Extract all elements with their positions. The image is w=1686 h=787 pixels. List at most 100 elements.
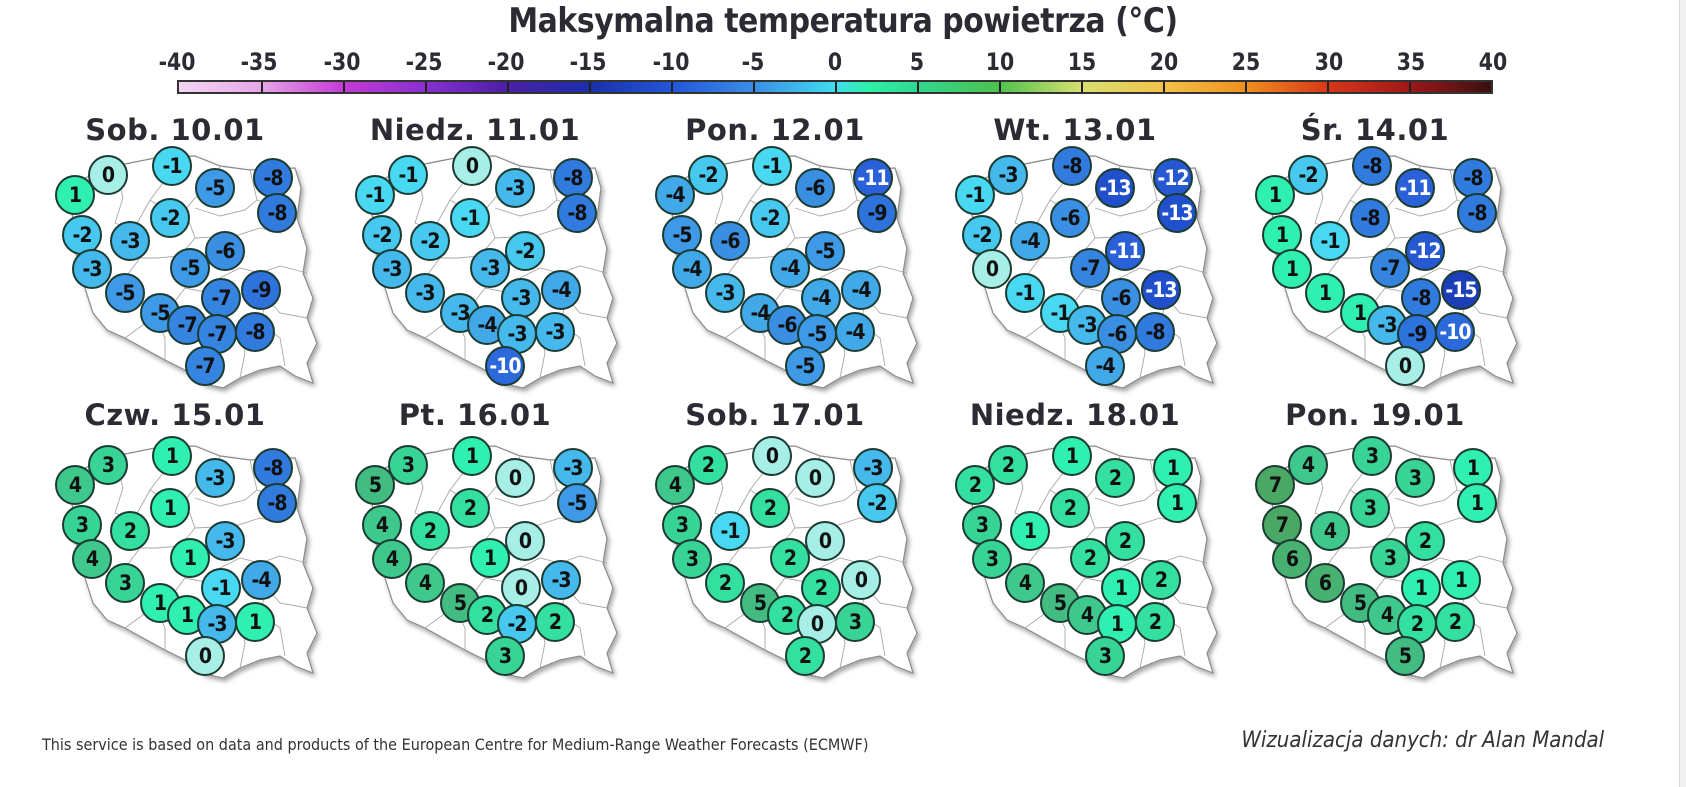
temperature-bubble: -8 (553, 158, 593, 198)
colorbar-tick-mark (1327, 82, 1329, 92)
colorbar-tick-label: 10 (985, 48, 1014, 76)
colorbar-tick-mark (671, 82, 673, 92)
temperature-bubble: 2 (1050, 488, 1090, 528)
temperature-bubble: -4 (541, 270, 581, 310)
temperature-bubble: -13 (1141, 270, 1181, 310)
temperature-bubble: 2 (450, 488, 490, 528)
temperature-bubble: -3 (205, 521, 245, 561)
temperature-bubble: 3 (962, 505, 1002, 545)
temperature-bubble: -3 (195, 458, 235, 498)
temperature-bubble: 4 (72, 539, 112, 579)
temperature-bubble: -3 (495, 168, 535, 208)
temperature-bubble: -4 (672, 249, 712, 289)
panel-date-title: Pon. 19.01 (1285, 398, 1465, 432)
temperature-bubble: 1 (1052, 436, 1092, 476)
temperature-bubble: -5 (805, 231, 845, 271)
colorbar-tick-label: -15 (569, 48, 607, 76)
temperature-bubble: -3 (535, 312, 575, 352)
temperature-bubble: 7 (1262, 505, 1302, 545)
temperature-bubble: 4 (1288, 445, 1328, 485)
panel-date-title: Pt. 16.01 (398, 398, 552, 432)
temperature-bubble: -4 (841, 270, 881, 310)
temperature-bubble: -8 (1350, 198, 1390, 238)
temperature-bubble: 3 (1085, 636, 1125, 676)
temperature-bubble: -8 (253, 448, 293, 488)
temperature-bubble: -7 (1070, 248, 1110, 288)
temperature-bubble: -8 (557, 193, 597, 233)
temperature-bubble: -1 (752, 146, 792, 186)
temperature-bubble: -11 (1395, 168, 1435, 208)
forecast-panel: Pt. 16.01 5 3 1 0 -3 -5 4 2 2 0 1 4 4 5 2 0 -3 -2 2 3 (345, 398, 645, 693)
temperature-bubble: 2 (801, 568, 841, 608)
temperature-bubble: 0 (972, 249, 1012, 289)
temperature-bubble: -6 (1101, 278, 1141, 318)
temperature-bubble: -5 (557, 483, 597, 523)
colorbar-tick-label: 30 (1314, 48, 1343, 76)
temperature-bubble: -3 (72, 249, 112, 289)
colorbar-tick-label: 20 (1149, 48, 1179, 76)
temperature-bubble: 3 (105, 563, 145, 603)
temperature-bubble: -8 (1401, 278, 1441, 318)
temperature-bubble: 2 (770, 538, 810, 578)
temperature-bubble: -3 (372, 249, 412, 289)
temperature-bubble: -4 (835, 312, 875, 352)
temperature-bubble: 3 (1370, 538, 1410, 578)
temperature-bubble: 1 (170, 538, 210, 578)
colorbar-tick-labels: -40 -35 -30 -25 -20 -15 -10 -5 0 5 10 15 20 25 30 35 40 (158, 48, 1510, 78)
temperature-bubble: -5 (170, 248, 210, 288)
temperature-bubble: -6 (795, 168, 835, 208)
temperature-bubble: -2 (505, 231, 545, 271)
colorbar-tick-mark (261, 82, 263, 92)
temperature-bubble: -10 (1435, 312, 1475, 352)
temperature-bubble: 3 (485, 636, 525, 676)
temperature-bubble: -2 (750, 198, 790, 238)
poland-map: 4 2 0 0 -3 -2 3 -1 2 0 2 3 2 5 2 2 0 0 3 2 (645, 428, 945, 723)
temperature-bubble: 2 (1435, 602, 1475, 642)
temperature-bubble: 6 (1305, 563, 1345, 603)
temperature-bubble: -7 (1370, 248, 1410, 288)
temperature-bubble: 2 (988, 445, 1028, 485)
temperature-bubble: 2 (705, 563, 745, 603)
temperature-bubble: 0 (841, 560, 881, 600)
panel-date-title: Niedz. 18.01 (969, 398, 1181, 432)
temperature-bubble: 1 (1262, 215, 1302, 255)
temperature-bubble: -3 (541, 560, 581, 600)
temperature-bubble: 4 (362, 505, 402, 545)
temperature-bubble: -4 (1010, 221, 1050, 261)
poland-map: -1 -1 0 -3 -8 -8 -2 -2 -1 -2 -3 -3 -3 -3 -4 -3 -4 -3 -3 -10 (345, 138, 645, 433)
colorbar-tick-label: -25 (405, 48, 443, 76)
colorbar-tick-label: 0 (827, 48, 843, 76)
temperature-bubble: -1 (355, 175, 395, 215)
temperature-bubble: -13 (1095, 168, 1135, 208)
panel-date-title: Sob. 17.01 (685, 398, 865, 432)
temperature-bubble: 1 (1153, 448, 1193, 488)
panel-date-title: Czw. 15.01 (84, 398, 266, 432)
temperature-bubble: -3 (110, 221, 150, 261)
temperature-bubble: 1 (1401, 568, 1441, 608)
temperature-bubble: -8 (257, 193, 297, 233)
temperature-bubble: -1 (152, 146, 192, 186)
temperature-bubble: -15 (1441, 270, 1481, 310)
temperature-bubble: 0 (495, 458, 535, 498)
temperature-bubble: 0 (501, 568, 541, 608)
temperature-bubble: -10 (485, 346, 525, 386)
temperature-bubble: 3 (672, 539, 712, 579)
temperature-bubble: 3 (1350, 488, 1390, 528)
temperature-bubble: 0 (752, 436, 792, 476)
colorbar-tick-mark (507, 82, 509, 92)
temperature-bubble: 1 (1453, 448, 1493, 488)
poland-map: 4 3 1 -3 -8 -8 3 2 1 -3 1 4 3 1 1 -1 -4 -3 1 0 (45, 428, 345, 723)
colorbar-tick-mark (343, 82, 345, 92)
temperature-bubble: -1 (1310, 221, 1350, 261)
colorbar-tick-label: 40 (1478, 48, 1508, 76)
temperature-bubble: -12 (1405, 231, 1445, 271)
temperature-bubble: 0 (452, 146, 492, 186)
temperature-bubble: 3 (88, 445, 128, 485)
temperature-bubble: -4 (770, 248, 810, 288)
colorbar-tick-label: -40 (158, 48, 196, 76)
temperature-bubble: 1 (1305, 273, 1345, 313)
poland-map: 1 -2 -8 -11 -8 -8 1 -1 -8 -12 -7 1 1 1 -3 -8 -15 -9 -10 0 (1245, 138, 1545, 433)
temperature-bubble: -3 (988, 155, 1028, 195)
colorbar-tick-mark (1163, 82, 1165, 92)
temperature-bubble: 2 (1105, 521, 1145, 561)
